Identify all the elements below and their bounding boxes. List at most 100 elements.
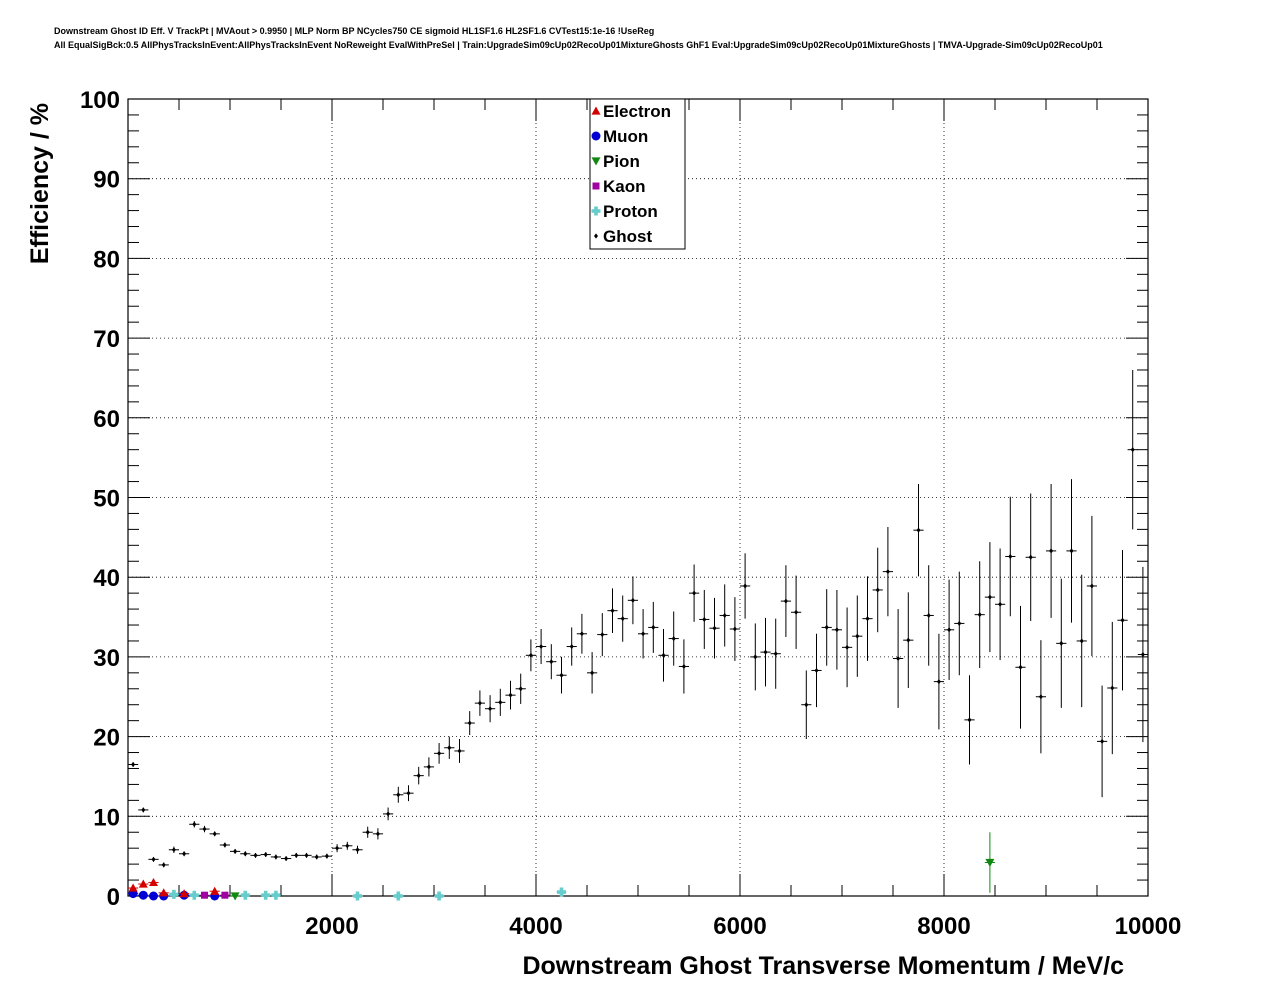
ghost-point bbox=[834, 627, 839, 633]
x-tick-label: 8000 bbox=[917, 913, 970, 940]
series-kaon bbox=[199, 891, 230, 899]
ghost-point bbox=[1089, 583, 1094, 589]
legend-marker-electron bbox=[591, 106, 601, 115]
ghost-point bbox=[273, 854, 278, 860]
ghost-point bbox=[365, 829, 370, 835]
ghost-point bbox=[661, 652, 666, 658]
y-tick-label: 0 bbox=[107, 884, 120, 911]
ghost-point bbox=[936, 679, 941, 685]
ghost-point bbox=[722, 612, 727, 619]
x-tick-label: 2000 bbox=[305, 913, 358, 940]
kaon-point bbox=[221, 891, 229, 899]
electron-point bbox=[179, 889, 189, 898]
ghost-point bbox=[355, 847, 360, 853]
ghost-point bbox=[692, 590, 697, 596]
ghost-point bbox=[1140, 651, 1145, 658]
legend-marker-proton bbox=[591, 206, 601, 216]
ghost-point bbox=[335, 845, 340, 851]
ghost-point bbox=[1059, 640, 1064, 646]
series-ghost bbox=[128, 369, 1148, 868]
legend-label-muon: Muon bbox=[603, 127, 648, 146]
ghost-point bbox=[1038, 694, 1043, 700]
legend-box bbox=[589, 98, 686, 250]
proton-point bbox=[189, 890, 199, 900]
ghost-point bbox=[171, 847, 176, 853]
ghost-point bbox=[528, 652, 533, 658]
muon-point bbox=[138, 890, 148, 900]
electron-point bbox=[210, 886, 220, 895]
ghost-point bbox=[753, 654, 758, 660]
legend-marker-pion bbox=[591, 157, 601, 166]
ghost-point bbox=[1028, 554, 1033, 560]
title-line-2: All EqualSigBck:0.5 AllPhysTracksInEvent… bbox=[54, 40, 1103, 50]
ghost-point bbox=[977, 612, 982, 618]
electron-point bbox=[128, 883, 138, 892]
ghost-point bbox=[947, 627, 952, 633]
y-tick-label: 50 bbox=[93, 486, 120, 513]
ghost-point bbox=[1100, 738, 1105, 744]
ghost-point bbox=[396, 792, 401, 798]
proton-point bbox=[169, 889, 179, 899]
ghost-point bbox=[212, 831, 217, 837]
legend-label-kaon: Kaon bbox=[603, 177, 646, 196]
ghost-point bbox=[131, 761, 136, 768]
ghost-point bbox=[743, 583, 748, 589]
electron-point bbox=[149, 877, 158, 887]
ghost-point bbox=[161, 862, 166, 868]
ghost-point bbox=[549, 659, 554, 665]
ghost-point bbox=[967, 717, 972, 723]
ghost-point bbox=[630, 597, 635, 603]
ghost-point bbox=[222, 842, 227, 848]
series-pion bbox=[230, 832, 995, 901]
legend-marker-kaon bbox=[592, 182, 600, 190]
legend: Electron Muon Pion Kaon Proton Ghost bbox=[589, 98, 686, 250]
ghost-point bbox=[559, 672, 564, 678]
ghost-point bbox=[263, 851, 268, 858]
ghost-point bbox=[569, 643, 574, 650]
ghost-point bbox=[1130, 447, 1135, 453]
ghost-point bbox=[763, 649, 768, 655]
ghost-point bbox=[386, 811, 391, 817]
ghost-point bbox=[294, 852, 299, 858]
ghost-point bbox=[1110, 685, 1115, 691]
proton-point bbox=[240, 890, 250, 900]
ghost-point bbox=[906, 637, 911, 643]
ghost-point bbox=[987, 594, 992, 600]
ghost-point bbox=[233, 848, 238, 854]
ghost-point bbox=[375, 831, 380, 837]
ghost-point bbox=[539, 643, 544, 650]
ghost-point bbox=[1069, 548, 1074, 554]
ghost-point bbox=[651, 624, 656, 631]
y-tick-label: 40 bbox=[93, 565, 120, 592]
electron-point bbox=[138, 879, 148, 888]
ghost-point bbox=[202, 826, 207, 832]
ghost-point bbox=[243, 851, 248, 857]
ghost-point bbox=[957, 620, 962, 627]
ghost-point bbox=[406, 790, 411, 796]
electron-point bbox=[159, 888, 169, 897]
series-proton bbox=[168, 887, 567, 901]
legend-marker-ghost bbox=[594, 233, 598, 239]
ghost-point bbox=[732, 626, 737, 632]
ghost-point bbox=[1049, 548, 1054, 554]
y-axis-label: Efficiency / % bbox=[26, 103, 54, 264]
y-tick-label: 80 bbox=[93, 246, 120, 273]
legend-label-proton: Proton bbox=[603, 202, 658, 221]
ghost-point bbox=[324, 853, 329, 859]
ghost-point bbox=[875, 587, 880, 593]
ghost-point bbox=[314, 854, 319, 860]
proton-point bbox=[261, 890, 271, 900]
ghost-point bbox=[253, 852, 258, 858]
ghost-point bbox=[518, 686, 523, 692]
ghost-point bbox=[447, 745, 452, 751]
ghost-point bbox=[885, 569, 890, 575]
legend-label-pion: Pion bbox=[603, 152, 640, 171]
muon-point bbox=[149, 891, 158, 901]
ghost-point bbox=[610, 608, 615, 614]
ghost-point bbox=[773, 651, 778, 657]
ghost-point bbox=[467, 720, 472, 726]
ghost-point bbox=[579, 631, 584, 637]
ghost-point bbox=[1018, 664, 1023, 670]
ghost-point bbox=[426, 764, 431, 770]
